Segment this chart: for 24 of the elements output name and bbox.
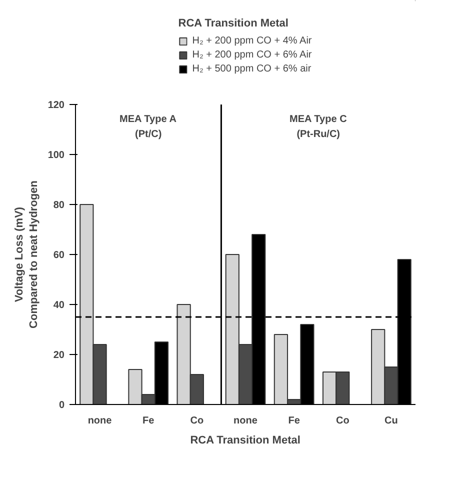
annotation: (Pt-Ru/C): [296, 129, 340, 140]
x-tick-label: Fe: [142, 416, 155, 426]
x-tick-label: Fe: [288, 416, 300, 426]
x-tick-label: Co: [190, 416, 204, 426]
x-tick-label: none: [88, 416, 112, 426]
y-tick-label: 20: [53, 350, 65, 361]
x-tick-label: none: [234, 416, 258, 426]
legend-label: H₂ + 200 ppm CO + 4% Air: [192, 34, 312, 46]
y-tick-label: 80: [53, 200, 65, 211]
annotation: (Pt/C): [135, 129, 162, 140]
legend-title: RCA Transition Metal: [178, 18, 290, 30]
y-tick-label: 40: [53, 300, 65, 311]
y-tick-label: 0: [58, 400, 65, 411]
y-tick-label: 60: [53, 250, 65, 261]
x-axis-title: RCA Transition Metal: [190, 434, 300, 446]
x-tick-label: Co: [336, 416, 350, 426]
annotation: MEA Type C: [290, 114, 347, 125]
legend-label: H₂ + 500 ppm CO + 6% air: [192, 62, 312, 74]
x-tick-label: Cu: [384, 416, 398, 426]
y-tick-label: 120: [48, 100, 65, 111]
y-axis-title: Voltage Loss (mV) Compared to neat Hydrogen: [13, 180, 40, 328]
y-tick-label: 100: [48, 150, 65, 161]
annotation: MEA Type A: [120, 114, 176, 125]
legend-label: H₂ + 200 ppm CO + 6% Air: [192, 48, 312, 60]
